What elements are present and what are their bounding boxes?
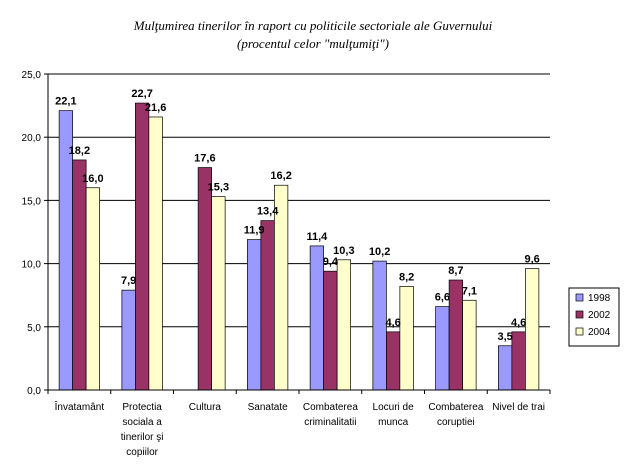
data-label: 22,7	[131, 88, 152, 100]
x-axis-labels: Învatamânt Protectia sociala a tinerilor şi…	[54, 400, 545, 458]
bar-2002	[260, 220, 275, 391]
bar-2002	[448, 279, 463, 391]
bar-2002	[72, 159, 87, 391]
data-label: 18,2	[69, 145, 90, 157]
x-category-label: Combaterea	[303, 402, 358, 413]
bar-2004	[399, 286, 414, 391]
x-category-label: tinerilor şi	[121, 432, 164, 443]
data-label: 15,3	[208, 182, 229, 194]
bar-2004	[336, 259, 351, 391]
data-label: 9,4	[323, 256, 339, 268]
data-labels: 22,1 18,2 16,0 7,9 22,7 21,6 17,6 15,3 11,9 13,4 1…	[55, 88, 540, 343]
data-label: 21,6	[145, 102, 166, 114]
bar-2002	[197, 167, 212, 391]
x-category-label: munca	[378, 417, 408, 428]
y-tick-label: 25,0	[22, 70, 42, 81]
data-label: 10,3	[333, 245, 354, 257]
y-tick-label: 10,0	[22, 260, 42, 271]
bar-1998	[309, 245, 324, 391]
legend-swatch-2002	[575, 310, 584, 319]
x-category-label: copiilor	[126, 447, 158, 458]
data-label: 7,1	[462, 285, 477, 297]
y-tick-label: 0,0	[27, 386, 41, 397]
y-axis-ticks: 0,0 5,0 10,0 15,0 20,0 25,0	[22, 70, 48, 397]
bar-1998	[498, 345, 513, 391]
chart-title-line: (procentul celor "mulţumiţi")	[237, 36, 389, 51]
bar-2002	[511, 331, 526, 391]
x-category-label: Protectia	[122, 402, 162, 413]
y-tick-label: 20,0	[22, 133, 42, 144]
axes	[47, 74, 551, 394]
bar-1998	[121, 289, 136, 391]
bar-2002	[323, 270, 338, 391]
bar-1998	[435, 306, 450, 391]
data-label: 22,1	[55, 96, 76, 108]
legend-swatch-2004	[575, 327, 584, 336]
data-label: 17,6	[194, 153, 215, 165]
legend-swatch-1998	[575, 293, 584, 302]
data-label: 8,7	[448, 265, 463, 277]
chart-title: Mulţumirea tinerilor în raport cu politi…	[133, 18, 493, 51]
bar-2002	[135, 102, 150, 391]
data-label: 16,0	[82, 173, 103, 185]
data-label: 10,2	[369, 246, 390, 258]
x-category-label: Cultura	[189, 402, 222, 413]
bar-1998	[372, 260, 387, 391]
legend-label: 1998	[588, 293, 611, 304]
legend-label: 2004	[588, 327, 611, 338]
data-label: 11,9	[244, 225, 265, 237]
y-tick-label: 15,0	[22, 196, 42, 207]
data-label: 3,5	[497, 331, 512, 343]
bars	[58, 102, 540, 391]
data-label: 8,2	[399, 271, 414, 283]
data-label: 16,2	[270, 170, 291, 182]
x-category-label: Sanatate	[248, 402, 288, 413]
x-category-label: Nivel de trai	[492, 402, 545, 413]
bar-2004	[211, 196, 226, 391]
legend: 1998 2002 2004	[568, 287, 620, 347]
chart-title-line: Mulţumirea tinerilor în raport cu politi…	[133, 18, 493, 33]
x-category-label: sociala a	[122, 417, 162, 428]
x-category-label: criminalitatii	[304, 417, 356, 428]
data-label: 4,6	[511, 317, 526, 329]
data-label: 13,4	[257, 206, 279, 218]
x-category-label: coruptiei	[437, 417, 475, 428]
y-tick-label: 5,0	[27, 323, 41, 334]
data-label: 4,6	[385, 317, 400, 329]
data-label: 11,4	[306, 231, 328, 243]
bar-2004	[462, 299, 477, 391]
x-category-label: Combaterea	[428, 402, 483, 413]
bar-2004	[85, 187, 100, 391]
x-category-label: Învatamânt	[54, 400, 105, 413]
bar-2004	[525, 268, 540, 391]
legend-label: 2002	[588, 310, 611, 321]
data-label: 7,9	[121, 275, 136, 287]
bar-2002	[386, 331, 401, 391]
bar-2004	[148, 116, 163, 391]
data-label: 6,6	[435, 292, 450, 304]
x-category-label: Locuri de	[373, 402, 415, 413]
bar-1998	[247, 239, 262, 391]
data-label: 9,6	[524, 254, 539, 266]
